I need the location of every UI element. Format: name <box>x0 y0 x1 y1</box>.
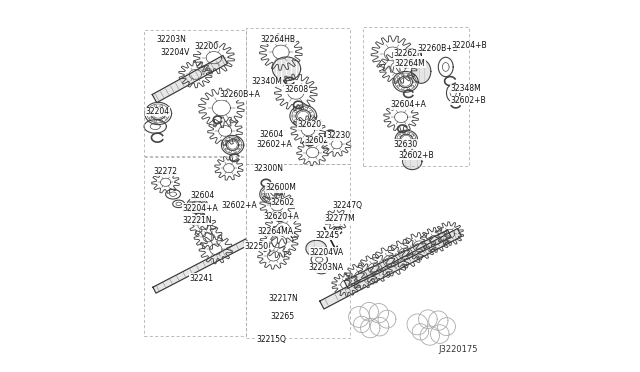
Text: 32215Q: 32215Q <box>256 335 286 344</box>
Text: 32260B+A: 32260B+A <box>220 90 260 99</box>
Text: 32200: 32200 <box>195 42 219 51</box>
Text: 32204VA: 32204VA <box>310 248 344 257</box>
Text: 32221N: 32221N <box>182 216 212 225</box>
Text: 32602+B: 32602+B <box>450 96 486 105</box>
Text: 32245: 32245 <box>316 231 340 240</box>
Text: 32608: 32608 <box>285 85 309 94</box>
Text: 32272: 32272 <box>154 167 177 176</box>
Text: 32620: 32620 <box>298 120 322 129</box>
Text: 32265: 32265 <box>270 312 294 321</box>
Text: 32204+B: 32204+B <box>451 41 486 50</box>
Text: 32300N: 32300N <box>254 164 284 173</box>
Text: 32620+A: 32620+A <box>264 212 300 221</box>
Polygon shape <box>153 239 249 293</box>
Text: 32264HB: 32264HB <box>261 35 296 44</box>
Text: 32203N: 32203N <box>156 35 186 44</box>
Text: 32604: 32604 <box>191 191 215 200</box>
Text: 32602+B: 32602+B <box>398 151 434 160</box>
Text: 32247Q: 32247Q <box>333 201 363 210</box>
Text: 32262N: 32262N <box>394 49 424 58</box>
Text: 32604+A: 32604+A <box>390 100 426 109</box>
Polygon shape <box>344 230 451 288</box>
Text: 32250: 32250 <box>245 242 269 251</box>
Text: 32203NA: 32203NA <box>308 263 343 272</box>
Text: 32340M: 32340M <box>252 77 283 86</box>
Text: 32204+A: 32204+A <box>182 204 218 213</box>
Text: 32264MA: 32264MA <box>257 227 294 236</box>
Polygon shape <box>320 228 461 309</box>
Text: 32602+A: 32602+A <box>257 140 292 149</box>
Text: 32348M: 32348M <box>450 84 481 93</box>
Text: 32277M: 32277M <box>324 214 355 223</box>
Text: J3220175: J3220175 <box>438 345 478 354</box>
Text: 32602: 32602 <box>305 136 328 145</box>
Text: 32602: 32602 <box>271 198 295 207</box>
Text: 32260B+B: 32260B+B <box>417 44 458 53</box>
Polygon shape <box>152 55 227 103</box>
Text: 32600M: 32600M <box>265 183 296 192</box>
Text: 32264M: 32264M <box>394 59 425 68</box>
Text: 32241: 32241 <box>189 274 213 283</box>
Text: 32604: 32604 <box>259 130 284 139</box>
Text: 32204: 32204 <box>145 107 170 116</box>
Text: 32204V: 32204V <box>161 48 190 57</box>
Text: 32630: 32630 <box>394 140 418 149</box>
Text: 32217N: 32217N <box>268 294 298 303</box>
Text: 32602+A: 32602+A <box>221 201 257 210</box>
Text: 32230: 32230 <box>326 131 350 140</box>
